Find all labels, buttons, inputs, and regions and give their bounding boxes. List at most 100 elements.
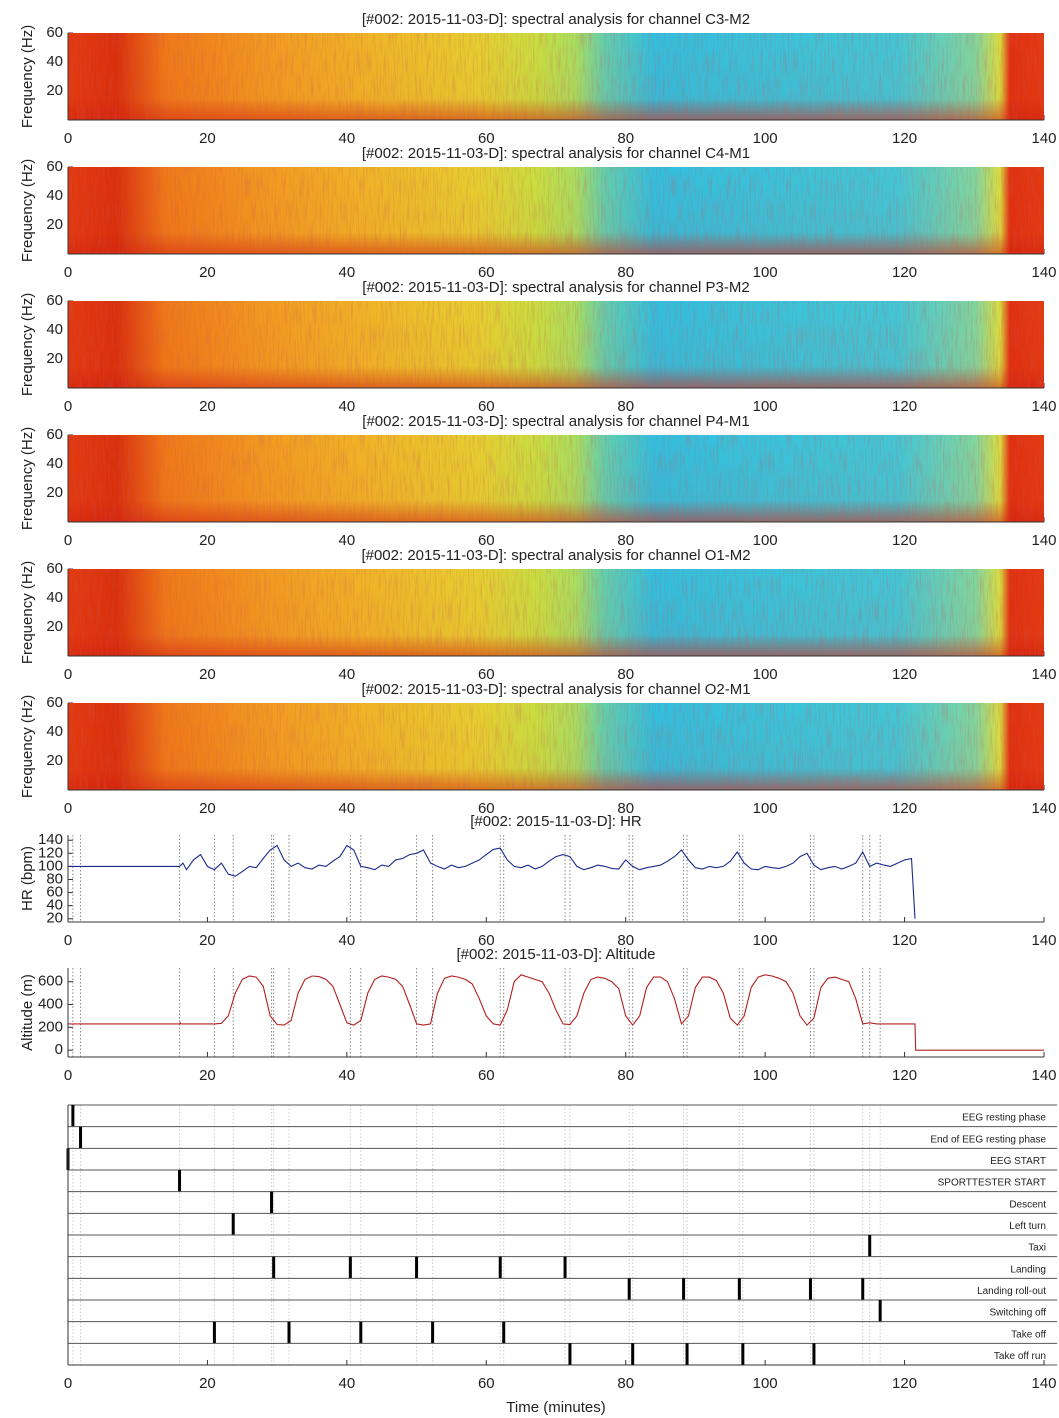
x-tick-label: 0 bbox=[64, 398, 72, 415]
x-tick-label: 120 bbox=[892, 532, 917, 549]
x-tick-label: 0 bbox=[64, 532, 72, 549]
event-marker bbox=[631, 1343, 635, 1365]
y-tick-label: 40 bbox=[46, 455, 63, 472]
x-tick-label: 40 bbox=[339, 532, 356, 549]
event-marker bbox=[431, 1321, 435, 1344]
event-marker bbox=[568, 1343, 572, 1365]
y-tick-label: 60 bbox=[46, 884, 63, 901]
y-tick-label: 80 bbox=[46, 870, 63, 887]
x-tick-label: 120 bbox=[892, 932, 917, 949]
event-marker bbox=[868, 1235, 872, 1257]
event-label: EEG resting phase bbox=[962, 1113, 1046, 1124]
y-tick-label: 120 bbox=[38, 844, 63, 861]
x-tick-label: 140 bbox=[1031, 532, 1056, 549]
chart-title: [#002: 2015-11-03-D]: spectral analysis … bbox=[362, 413, 749, 430]
y-tick-label: 200 bbox=[38, 1018, 63, 1035]
x-tick-label: 60 bbox=[478, 532, 495, 549]
x-axis-label: Time (minutes) bbox=[506, 1399, 605, 1416]
x-tick-label: 100 bbox=[753, 130, 778, 147]
x-tick-label: 100 bbox=[753, 800, 778, 817]
x-tick-label: 40 bbox=[339, 800, 356, 817]
chart-title: [#002: 2015-11-03-D]: spectral analysis … bbox=[361, 547, 750, 564]
chart-title: [#002: 2015-11-03-D]: spectral analysis … bbox=[362, 279, 749, 296]
event-marker bbox=[178, 1170, 182, 1192]
x-tick-label: 20 bbox=[199, 1375, 216, 1392]
x-tick-label: 20 bbox=[199, 398, 216, 415]
x-tick-label: 0 bbox=[64, 264, 72, 281]
data-line bbox=[68, 844, 916, 919]
x-tick-label: 0 bbox=[64, 1375, 72, 1392]
x-tick-label: 80 bbox=[617, 800, 634, 817]
x-tick-label: 80 bbox=[617, 398, 634, 415]
y-tick-label: 20 bbox=[46, 350, 63, 367]
x-tick-label: 80 bbox=[617, 1067, 634, 1084]
y-tick-label: 40 bbox=[46, 897, 63, 914]
x-tick-label: 140 bbox=[1031, 1067, 1056, 1084]
event-marker bbox=[71, 1105, 75, 1127]
event-label: Take off bbox=[1011, 1329, 1046, 1340]
x-tick-label: 140 bbox=[1031, 666, 1056, 683]
y-tick-label: 60 bbox=[46, 426, 63, 443]
x-tick-label: 0 bbox=[64, 666, 72, 683]
x-tick-label: 80 bbox=[617, 666, 634, 683]
event-label: Switching off bbox=[989, 1308, 1046, 1319]
chart-title: [#002: 2015-11-03-D]: HR bbox=[470, 813, 642, 830]
x-tick-label: 60 bbox=[478, 666, 495, 683]
y-tick-label: 20 bbox=[46, 216, 63, 233]
x-tick-label: 20 bbox=[199, 932, 216, 949]
event-marker bbox=[563, 1256, 567, 1279]
x-tick-label: 120 bbox=[892, 1375, 917, 1392]
y-tick-label: 60 bbox=[46, 694, 63, 711]
x-tick-label: 100 bbox=[753, 398, 778, 415]
x-tick-label: 100 bbox=[753, 532, 778, 549]
event-label: SPORTTESTER START bbox=[938, 1178, 1046, 1189]
x-tick-label: 100 bbox=[753, 1067, 778, 1084]
x-tick-label: 60 bbox=[478, 932, 495, 949]
y-tick-label: 20 bbox=[46, 484, 63, 501]
x-tick-label: 140 bbox=[1031, 130, 1056, 147]
x-tick-label: 80 bbox=[617, 932, 634, 949]
event-label: EEG START bbox=[990, 1156, 1046, 1167]
x-tick-label: 120 bbox=[892, 264, 917, 281]
y-axis-label: Altitude (m) bbox=[19, 974, 36, 1051]
x-tick-label: 0 bbox=[64, 1067, 72, 1084]
event-marker bbox=[287, 1321, 291, 1344]
x-tick-label: 100 bbox=[753, 666, 778, 683]
event-label: Landing roll-out bbox=[977, 1286, 1046, 1297]
x-tick-label: 40 bbox=[339, 1067, 356, 1084]
x-tick-label: 60 bbox=[478, 264, 495, 281]
event-marker bbox=[212, 1321, 216, 1344]
event-marker bbox=[348, 1256, 352, 1279]
y-tick-label: 40 bbox=[46, 723, 63, 740]
spectrogram-texture bbox=[68, 435, 1044, 522]
event-label: Take off run bbox=[994, 1351, 1046, 1362]
y-tick-label: 40 bbox=[46, 589, 63, 606]
x-tick-label: 60 bbox=[478, 800, 495, 817]
x-tick-label: 40 bbox=[339, 264, 356, 281]
event-marker bbox=[737, 1278, 741, 1300]
event-marker bbox=[627, 1278, 631, 1300]
x-tick-label: 100 bbox=[753, 932, 778, 949]
x-tick-label: 0 bbox=[64, 932, 72, 949]
y-tick-label: 20 bbox=[46, 618, 63, 635]
y-tick-label: 60 bbox=[46, 292, 63, 309]
y-tick-label: 60 bbox=[46, 158, 63, 175]
x-tick-label: 0 bbox=[64, 800, 72, 817]
y-tick-label: 20 bbox=[46, 910, 63, 927]
x-tick-label: 120 bbox=[892, 800, 917, 817]
y-axis-label: Frequency (Hz) bbox=[19, 695, 36, 798]
y-axis-label: Frequency (Hz) bbox=[19, 159, 36, 262]
chart-title: [#002: 2015-11-03-D]: spectral analysis … bbox=[362, 11, 750, 28]
event-marker bbox=[878, 1300, 882, 1322]
x-tick-label: 20 bbox=[199, 264, 216, 281]
event-label: Left turn bbox=[1009, 1221, 1046, 1232]
x-tick-label: 20 bbox=[199, 130, 216, 147]
x-tick-label: 20 bbox=[199, 532, 216, 549]
x-tick-label: 120 bbox=[892, 1067, 917, 1084]
event-marker bbox=[415, 1256, 419, 1279]
x-tick-label: 100 bbox=[753, 1375, 778, 1392]
y-axis-label: Frequency (Hz) bbox=[19, 561, 36, 664]
event-label: Landing bbox=[1010, 1264, 1046, 1275]
event-marker bbox=[498, 1256, 502, 1279]
